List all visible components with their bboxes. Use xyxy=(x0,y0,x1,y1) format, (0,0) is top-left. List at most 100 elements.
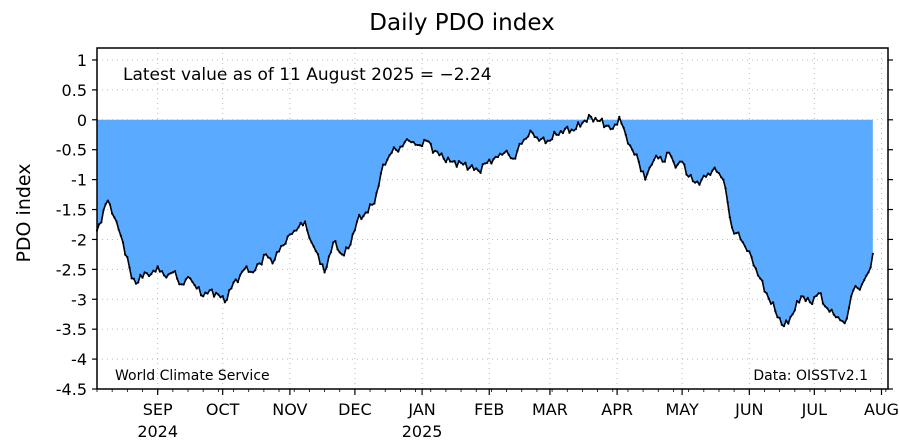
data-point xyxy=(845,317,848,320)
data-point xyxy=(672,160,675,163)
data-point xyxy=(425,139,428,142)
data-point xyxy=(264,253,268,256)
data-point xyxy=(455,165,458,168)
data-point xyxy=(661,160,664,163)
x-tick-label: OCT xyxy=(206,400,240,419)
data-point xyxy=(147,274,151,278)
data-point xyxy=(310,241,313,244)
data-point xyxy=(381,163,385,166)
data-point xyxy=(858,288,861,291)
data-point xyxy=(273,258,276,261)
data-point xyxy=(834,316,838,319)
data-point xyxy=(269,257,272,260)
data-point xyxy=(423,138,426,141)
data-point xyxy=(854,284,857,288)
data-point xyxy=(258,262,261,265)
data-point xyxy=(280,244,283,248)
data-point xyxy=(186,275,190,279)
data-point xyxy=(464,161,467,164)
data-point xyxy=(735,232,738,235)
data-point xyxy=(613,123,617,126)
data-point xyxy=(178,283,181,286)
data-point xyxy=(577,121,580,124)
x-tick-label: FEB xyxy=(474,400,504,419)
data-point xyxy=(206,292,209,295)
data-point xyxy=(839,319,842,322)
data-point xyxy=(847,306,851,309)
data-point xyxy=(778,316,781,319)
data-point xyxy=(427,140,430,143)
data-point xyxy=(817,292,820,295)
data-point xyxy=(241,270,244,273)
data-point xyxy=(420,144,424,148)
data-point xyxy=(704,175,708,178)
data-point xyxy=(483,162,487,165)
data-point xyxy=(659,155,662,158)
data-point xyxy=(652,158,656,162)
data-point xyxy=(243,268,246,271)
data-point xyxy=(124,253,127,256)
data-point xyxy=(189,277,192,280)
data-point xyxy=(251,271,255,274)
data-point xyxy=(598,119,601,123)
plot-frame xyxy=(96,47,889,390)
latest-value-annotation: Latest value as of 11 August 2025 = −2.2… xyxy=(123,65,492,85)
data-point xyxy=(730,226,734,229)
data-point xyxy=(774,310,777,313)
data-point xyxy=(340,253,343,256)
data-point xyxy=(566,125,569,128)
data-point xyxy=(260,263,263,266)
data-point xyxy=(293,229,296,232)
data-point xyxy=(332,241,335,244)
data-point xyxy=(399,145,402,148)
data-point xyxy=(789,315,792,319)
data-point xyxy=(746,249,749,253)
x-tick-label: JUL xyxy=(801,400,827,419)
y-tick-label: 0.5 xyxy=(62,81,87,100)
data-point xyxy=(267,256,270,259)
data-point xyxy=(176,277,179,280)
data-point xyxy=(165,276,168,279)
data-point xyxy=(798,301,801,304)
x-tick-year-label: 2025 xyxy=(402,422,443,441)
data-point xyxy=(711,169,714,172)
data-point xyxy=(596,119,599,123)
data-point xyxy=(384,163,387,166)
data-point xyxy=(202,295,205,298)
data-point xyxy=(529,129,532,132)
data-point xyxy=(832,313,835,316)
data-point xyxy=(561,131,565,135)
data-point xyxy=(564,127,567,130)
data-point xyxy=(642,170,645,173)
data-point xyxy=(720,176,723,179)
data-point xyxy=(184,278,187,281)
data-point xyxy=(804,299,807,303)
data-point xyxy=(542,136,545,139)
data-point xyxy=(481,163,484,166)
data-point xyxy=(390,151,393,154)
data-point xyxy=(865,274,868,277)
x-axis-ticks: SEP 2024 OCT NOV DEC JAN 2025 FEB MAR APR MAY JUN JU… xyxy=(96,389,899,441)
data-point xyxy=(700,178,703,181)
data-point xyxy=(590,115,593,118)
data-point xyxy=(121,241,125,244)
data-point xyxy=(470,164,474,167)
y-tick-label: -3 xyxy=(71,290,87,309)
data-point xyxy=(802,295,805,298)
data-point xyxy=(698,183,701,186)
data-point xyxy=(219,296,222,299)
data-point xyxy=(451,160,454,163)
data-point xyxy=(581,121,584,124)
data-point xyxy=(449,160,452,163)
data-point xyxy=(624,133,627,136)
data-point xyxy=(407,139,411,142)
data-point xyxy=(117,228,120,231)
data-point xyxy=(811,302,814,306)
data-point xyxy=(221,295,224,298)
data-point xyxy=(388,154,391,157)
data-point xyxy=(572,129,575,132)
data-point xyxy=(319,262,322,266)
data-point xyxy=(488,158,491,161)
credit-annotation: World Climate Service xyxy=(115,368,270,384)
data-point xyxy=(173,270,177,273)
